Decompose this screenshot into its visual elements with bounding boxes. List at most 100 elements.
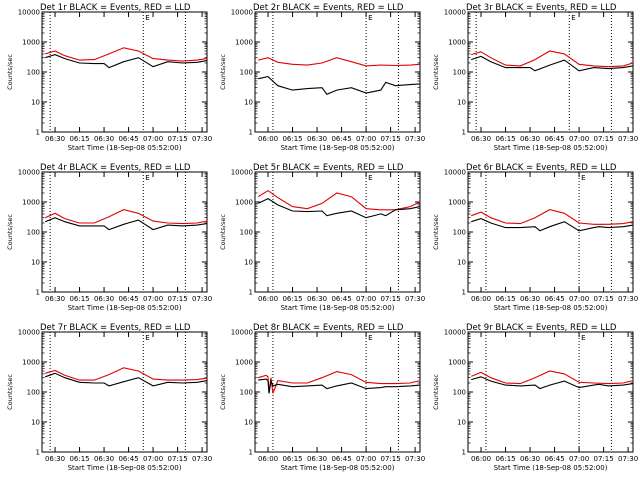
x-axis-label: Start Time (18-Sep-08 05:52:00)	[281, 144, 395, 152]
x-tick-label: 06:15	[495, 135, 515, 143]
y-tick-label: 10	[31, 419, 40, 427]
y-axis-label: Counts/sec	[432, 374, 440, 410]
panel-svg: Det 9r BLACK = Events, RED = LLD 1 10 100 10…	[432, 323, 638, 472]
y-tick-label: 100	[27, 389, 40, 397]
y-tick-label: 10000	[444, 9, 466, 17]
detector-panel: Det 4r BLACK = Events, RED = LLD 1 10 100 10…	[0, 160, 213, 320]
marker-label: E	[145, 14, 149, 22]
events-series-line	[257, 197, 421, 219]
x-tick-label: 06:45	[331, 135, 351, 143]
x-tick-label: 07:00	[356, 135, 376, 143]
detector-panel: Det 2r BLACK = Events, RED = LLD 1 10 100 10…	[213, 0, 426, 160]
x-tick-label: 07:30	[405, 455, 425, 463]
y-tick-label: 100	[453, 389, 466, 397]
x-tick-label: 07:30	[618, 135, 638, 143]
x-tick-label: 06:45	[544, 295, 564, 303]
y-tick-label: 1	[249, 449, 253, 457]
x-tick-label: 06:15	[495, 295, 515, 303]
y-tick-label: 100	[453, 69, 466, 77]
y-tick-label: 100	[453, 229, 466, 237]
x-tick-label: 07:15	[380, 455, 400, 463]
marker-label: E	[368, 334, 372, 342]
x-tick-label: 07:30	[405, 295, 425, 303]
x-tick-label: 06:00	[258, 455, 278, 463]
y-tick-label: 10	[244, 259, 253, 267]
x-tick-label: 06:30	[94, 295, 114, 303]
detector-panel: Det 7r BLACK = Events, RED = LLD 1 10 100 10…	[0, 320, 213, 480]
x-tick-label: 06:30	[94, 135, 114, 143]
x-tick-label: 07:30	[405, 135, 425, 143]
marker-label: E	[145, 174, 149, 182]
events-series-line	[44, 217, 208, 231]
lld-series-line	[44, 209, 208, 225]
x-tick-label: 07:00	[569, 295, 589, 303]
x-tick-label: 07:15	[593, 295, 613, 303]
x-axis-label: Start Time (18-Sep-08 05:52:00)	[494, 464, 608, 472]
detector-panel: Det 5r BLACK = Events, RED = LLD 1 10 100 10…	[213, 160, 426, 320]
y-tick-label: 1	[462, 449, 466, 457]
y-tick-label: 1000	[22, 359, 40, 367]
y-tick-label: 10000	[18, 169, 40, 177]
x-tick-label: 07:00	[143, 295, 163, 303]
events-series-line	[258, 76, 421, 95]
events-series-line	[45, 372, 208, 387]
x-tick-label: 06:00	[258, 135, 278, 143]
x-axis-label: Start Time (18-Sep-08 05:52:00)	[68, 304, 182, 312]
x-tick-label: 06:00	[258, 295, 278, 303]
x-axis-label: Start Time (18-Sep-08 05:52:00)	[68, 464, 182, 472]
lld-series-line	[470, 370, 634, 385]
x-tick-label: 07:30	[192, 295, 212, 303]
y-axis-label: Counts/sec	[432, 54, 440, 90]
x-tick-label: 06:15	[69, 135, 89, 143]
x-tick-label: 06:30	[307, 455, 327, 463]
y-tick-label: 1	[36, 449, 40, 457]
panel-svg: Det 7r BLACK = Events, RED = LLD 1 10 100 10…	[6, 323, 212, 472]
x-tick-label: 07:15	[167, 455, 187, 463]
y-tick-label: 100	[27, 229, 40, 237]
x-tick-label: 06:45	[118, 135, 138, 143]
marker-label: E	[581, 334, 585, 342]
y-tick-label: 10	[457, 419, 466, 427]
x-axis-label: Start Time (18-Sep-08 05:52:00)	[68, 144, 182, 152]
x-tick-label: 07:30	[192, 455, 212, 463]
detector-panel: Det 3r BLACK = Events, RED = LLD 1 10 100 10…	[426, 0, 639, 160]
x-tick-label: 07:00	[143, 455, 163, 463]
y-tick-label: 1000	[235, 199, 253, 207]
marker-label: E	[145, 334, 149, 342]
detector-panel: Det 9r BLACK = Events, RED = LLD 1 10 100 10…	[426, 320, 639, 480]
plot-frame	[41, 171, 208, 293]
lld-series-line	[471, 50, 634, 68]
detector-panel: Det 6r BLACK = Events, RED = LLD 1 10 100 10…	[426, 160, 639, 320]
x-tick-label: 07:00	[143, 135, 163, 143]
panel-svg: Det 1r BLACK = Events, RED = LLD 1 10 100 10…	[6, 3, 212, 152]
x-tick-label: 07:15	[593, 135, 613, 143]
x-tick-label: 07:15	[380, 135, 400, 143]
y-tick-label: 1000	[22, 199, 40, 207]
x-tick-label: 07:15	[167, 135, 187, 143]
y-axis-label: Counts/sec	[432, 214, 440, 250]
panel-title: Det 4r BLACK = Events, RED = LLD	[40, 163, 191, 173]
y-tick-label: 100	[240, 229, 253, 237]
lld-series-line	[471, 209, 634, 225]
y-axis-label: Counts/sec	[6, 374, 14, 410]
panel-title: Det 3r BLACK = Events, RED = LLD	[466, 3, 617, 13]
y-tick-label: 1000	[448, 199, 466, 207]
panel-svg: Det 4r BLACK = Events, RED = LLD 1 10 100 10…	[6, 163, 212, 312]
x-tick-label: 06:45	[331, 295, 351, 303]
y-tick-label: 1	[249, 129, 253, 137]
y-axis-label: Counts/sec	[6, 54, 14, 90]
x-tick-label: 07:30	[192, 135, 212, 143]
y-tick-label: 10000	[18, 9, 40, 17]
events-series-line	[471, 218, 634, 232]
events-series-line	[471, 55, 634, 72]
y-tick-label: 10000	[18, 329, 40, 337]
y-tick-label: 1000	[235, 39, 253, 47]
y-tick-label: 1000	[235, 359, 253, 367]
panel-svg: Det 3r BLACK = Events, RED = LLD 1 10 100 10…	[432, 3, 638, 152]
events-series-line	[258, 378, 421, 394]
plot-frame	[254, 331, 421, 453]
panel-title: Det 7r BLACK = Events, RED = LLD	[40, 323, 191, 333]
y-tick-label: 10	[244, 99, 253, 107]
panel-svg: Det 5r BLACK = Events, RED = LLD 1 10 100 10…	[219, 163, 425, 312]
